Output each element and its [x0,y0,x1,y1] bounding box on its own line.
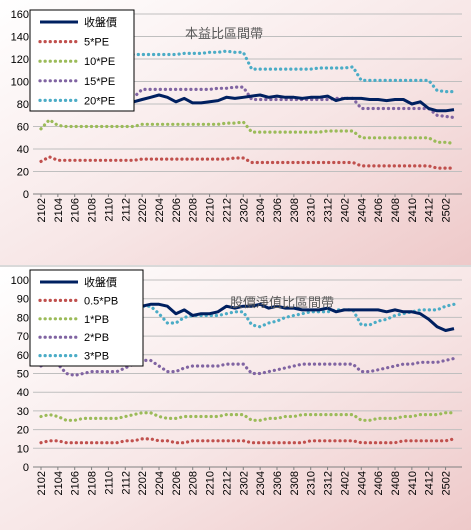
x-tick-label: 2102 [36,198,48,222]
x-tick-label: 2408 [390,471,402,495]
x-tick-label: 2112 [120,471,132,495]
x-tick-label: 2110 [103,471,115,495]
x-tick-label: 2104 [53,198,65,222]
x-tick-label: 2402 [339,471,351,495]
x-tick-label: 2412 [424,198,436,222]
series-line-1 [39,437,456,445]
y-tick-label: 100 [11,77,29,89]
y-tick-label: 120 [11,54,29,66]
x-tick-label: 2212 [221,471,233,495]
pb-band-chart-panel: 0 10 20 30 40 50 60 70 80 90 100 2102 2104 2106 2108 21… [0,267,471,530]
x-tick-label: 2410 [407,471,419,495]
x-tick-label: 2102 [36,471,48,495]
x-tick-label: 2502 [441,198,453,222]
y-tick-label: 80 [17,99,29,111]
x-tick-label: 2110 [103,198,115,222]
series-line-3 [39,85,456,120]
series-line-2 [39,117,456,145]
y-tick-label: 30 [17,406,29,418]
pb-band-chart: 0 10 20 30 40 50 60 70 80 90 100 2102 2104 2106 2108 21… [0,267,471,530]
x-tick-label: 2304 [255,198,267,222]
y-tick-label: 140 [11,32,29,44]
x-tick-label: 2210 [205,198,217,222]
x-tick-label: 2202 [137,198,149,222]
legend-label-pe-3: 15*PE [84,76,115,88]
x-tick-label: 2104 [53,471,65,495]
legend-label-pb-3: 2*PB [84,332,109,344]
x-tick-label: 2406 [373,471,385,495]
y-tick-label: 70 [17,331,29,343]
legend-label-pb-0: 收盤價 [84,275,117,289]
x-tick-label: 2212 [221,198,233,222]
legend-label-pb-1: 0.5*PB [84,295,118,307]
y-tick-label: 60 [17,122,29,134]
y-tick-label: 100 [11,275,29,287]
x-tick-label: 2208 [188,198,200,222]
x-tick-label: 2108 [87,471,99,495]
y-tick-label: 80 [17,312,29,324]
pe-band-chart-panel: 0 20 40 60 80 100 120 140 160 2102 2104 2106 2108 211… [0,0,471,265]
x-tick-label: 2312 [323,471,335,495]
pe-band-chart: 0 20 40 60 80 100 120 140 160 2102 2104 2106 2108 211… [0,0,471,265]
legend-label-pe-4: 20*PE [84,95,115,107]
x-tick-label: 2402 [339,198,351,222]
x-tick-label: 2208 [188,471,200,495]
x-tick-label: 2206 [171,471,183,495]
legend-label-pe-1: 5*PE [84,37,109,49]
x-tick-label: 2406 [373,198,385,222]
series-line-2 [39,411,456,422]
x-tick-label: 2204 [154,471,166,495]
chart-title: 本益比區間帶 [185,27,263,42]
legend-label-pe-2: 10*PE [84,56,115,68]
y-tick-label: 160 [11,9,29,21]
x-tick-label: 2404 [356,198,368,222]
x-tick-label: 2308 [289,471,301,495]
x-tick-label: 2312 [323,198,335,222]
y-tick-label: 20 [17,167,29,179]
panel-divider [0,265,471,267]
x-tick-label: 2310 [306,198,318,222]
legend-label-pb-2: 1*PB [84,314,109,326]
series-line-3 [39,356,456,378]
x-tick-label: 2306 [272,471,284,495]
series-line-4 [39,302,456,333]
x-tick-label: 2108 [87,198,99,222]
x-tick-label: 2206 [171,198,183,222]
x-tick-label: 2310 [306,471,318,495]
x-tick-label: 2306 [272,198,284,222]
x-tick-label: 2502 [441,471,453,495]
x-tick-label: 2308 [289,198,301,222]
series-line-1 [39,155,456,170]
x-tick-label: 2202 [137,471,149,495]
x-tick-label: 2302 [238,471,250,495]
x-tick-label: 2112 [120,198,132,222]
y-tick-label: 20 [17,425,29,437]
x-tick-label: 2410 [407,198,419,222]
y-tick-label: 10 [17,443,29,455]
x-tick-label: 2106 [70,471,82,495]
x-tick-label: 2408 [390,198,402,222]
y-tick-label: 50 [17,369,29,381]
x-tick-label: 2304 [255,471,267,495]
chart-title: 股價淨值比區間帶 [230,295,334,311]
x-tick-label: 2302 [238,198,250,222]
y-tick-label: 0 [23,462,29,474]
x-tick-label: 2106 [70,198,82,222]
x-tick-label: 2412 [424,471,436,495]
x-tick-label: 2210 [205,471,217,495]
legend-label-pe-0: 收盤價 [84,15,117,29]
x-tick-label: 2404 [356,471,368,495]
x-tick-label: 2204 [154,198,166,222]
legend-label-pb-4: 3*PB [84,351,109,363]
y-tick-label: 40 [17,144,29,156]
y-tick-label: 40 [17,387,29,399]
y-tick-label: 0 [23,189,29,201]
y-tick-label: 60 [17,350,29,362]
legend-box [29,9,135,112]
y-tick-label: 90 [17,294,29,306]
series-line-4 [39,49,456,94]
